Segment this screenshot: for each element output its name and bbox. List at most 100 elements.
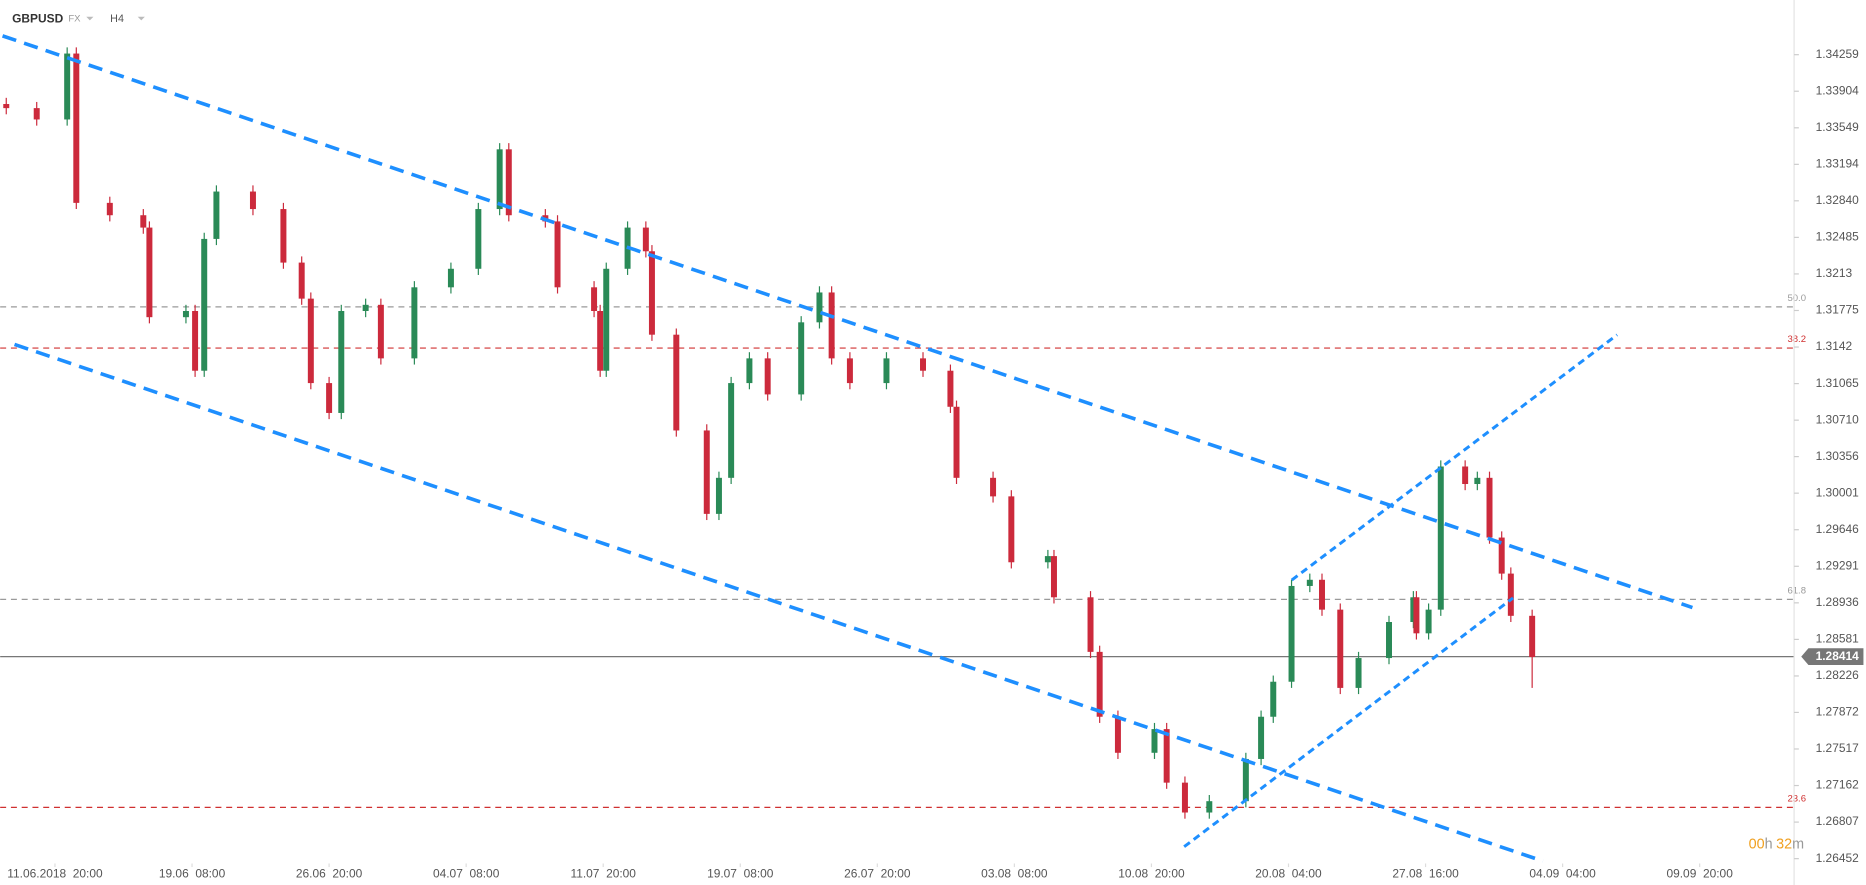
trend-lines [1,34,1694,863]
candle-body [990,477,997,497]
candle-body [496,149,503,210]
countdown-unit: m [1792,836,1804,852]
candle-body [920,358,926,371]
candle-body [326,383,333,413]
candle-body [1008,496,1015,563]
candle-body [1206,801,1213,813]
candle-body [1507,573,1514,616]
y-tick-label: 1.26452 [1816,851,1860,865]
candle-body [280,209,287,263]
candle-body [1096,651,1103,717]
y-tick-label: 1.29646 [1816,522,1860,536]
channel-line [1183,596,1514,848]
interval[interactable]: H4 [110,13,124,25]
trend-line [1,34,1694,610]
y-tick-label: 1.27162 [1816,778,1860,792]
candle-body [447,268,454,288]
y-tick-label: 1.30001 [1816,485,1860,499]
x-tick-label: 04.09 04:00 [1529,866,1596,880]
candle-body [1413,597,1420,634]
level-label: 38.2 [1787,334,1806,345]
candle-body [1270,681,1277,717]
candle-body [64,53,71,120]
y-tick-label: 1.31775 [1816,303,1860,317]
y-tick-label: 1.33194 [1816,157,1860,171]
candle-body [1498,537,1505,574]
candle-body [764,358,771,395]
y-tick-label: 1.3213 [1816,266,1853,280]
y-tick-label: 1.31065 [1816,376,1860,390]
x-tick-label: 09.09 20:00 [1666,866,1733,880]
candle-body [642,227,649,252]
candle-body [182,311,189,318]
candle-body [377,304,384,359]
y-tick-label: 1.27872 [1816,705,1860,719]
x-tick-label: 20.08 04:00 [1255,866,1322,880]
candle-body [338,311,345,413]
dropdown-arrow[interactable] [86,16,94,21]
x-tick-label: 10.08 20:00 [1118,866,1185,880]
candle-body [1486,477,1493,538]
candle-body [213,191,220,239]
countdown-hours: 00 [1749,836,1765,852]
candle-body [603,268,610,371]
y-tick-label: 1.3142 [1816,339,1853,353]
candle-body [475,209,482,269]
candle-body [883,358,890,384]
dropdown-arrow[interactable] [137,16,145,21]
candle-body [505,149,512,216]
x-tick-label: 27.08 16:00 [1392,866,1459,880]
x-tick-label: 26.07 20:00 [844,866,911,880]
level-label: 61.8 [1787,586,1806,597]
candle-body [1474,477,1481,485]
candle-body [1151,729,1158,753]
candle-body [703,430,710,514]
candle-body [192,311,199,371]
symbol[interactable]: GBPUSD [12,11,63,25]
candle-body [591,287,598,312]
candle-body [846,358,853,384]
candle-body [1114,716,1121,753]
candle-body [1181,782,1188,813]
candle-body [411,287,418,359]
x-tick-label: 11.07 20:00 [570,866,636,880]
x-tick-label: 03.08 08:00 [981,866,1048,880]
candle-body [728,383,735,478]
y-tick-label: 1.28581 [1816,632,1860,646]
candle-body [298,262,305,299]
countdown-minutes: 32 [1776,836,1792,852]
candle-body [1258,716,1265,759]
x-tick-label: 26.06 20:00 [296,866,363,880]
market[interactable]: FX [68,14,81,25]
candle-body [828,292,835,359]
candle-body [648,251,655,335]
trend-line [13,342,1544,863]
candle-body [746,358,753,384]
candle-body [1087,597,1094,652]
candle-body [597,311,604,371]
y-tick-label: 1.26807 [1816,814,1860,828]
current-price-box [1801,648,1864,665]
candle-body [1242,758,1249,802]
y-tick-label: 1.34259 [1816,47,1860,61]
y-tick-label: 1.33549 [1816,120,1860,134]
candle-body [140,215,147,228]
candle-body [673,334,680,431]
candle-body [307,298,314,384]
countdown: 00h 32m [1749,836,1804,852]
x-tick-label: 19.07 08:00 [707,866,774,880]
axis-layer: 1.34259 1.33904 1.33549 1.33194 1.32840 1.324… [7,47,1864,880]
candle-body [146,227,153,318]
x-tick-label: 19.06 08:00 [159,866,226,880]
y-tick-label: 1.33904 [1816,83,1860,97]
y-tick-label: 1.27517 [1816,741,1860,755]
candle-body [73,53,80,203]
x-tick-label: 04.07 08:00 [433,866,500,880]
candle-body [3,104,10,109]
candle-body [1044,556,1051,563]
candle-body [816,292,823,323]
y-tick-label: 1.30356 [1816,449,1860,463]
candle-body [1425,609,1432,634]
y-tick-label: 1.29291 [1816,558,1860,572]
